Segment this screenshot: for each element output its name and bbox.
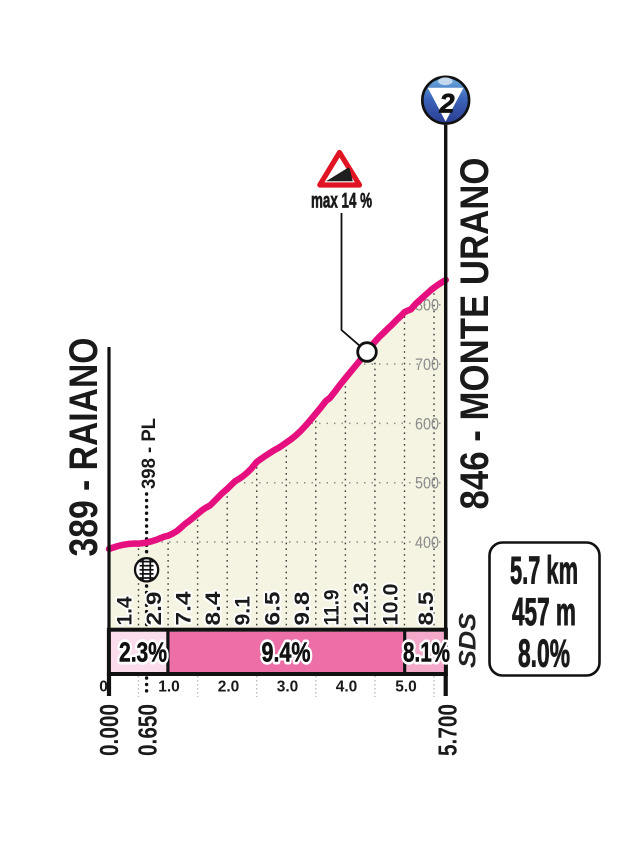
svg-text:600: 600 xyxy=(415,415,439,433)
svg-text:0.000: 0.000 xyxy=(94,704,124,756)
svg-text:0: 0 xyxy=(99,679,108,696)
svg-text:10.0: 10.0 xyxy=(380,584,403,626)
svg-text:12.3: 12.3 xyxy=(350,583,373,626)
svg-text:2.0: 2.0 xyxy=(218,679,240,696)
svg-text:500: 500 xyxy=(415,475,439,493)
svg-text:1.0: 1.0 xyxy=(158,679,180,696)
svg-text:8.4: 8.4 xyxy=(202,591,225,625)
svg-text:5.0: 5.0 xyxy=(395,679,417,696)
svg-text:5.700: 5.700 xyxy=(433,704,463,756)
svg-text:457 m: 457 m xyxy=(512,591,576,634)
svg-text:389 - RAIANO: 389 - RAIANO xyxy=(62,338,106,557)
svg-text:8.5: 8.5 xyxy=(415,591,438,625)
svg-text:9.4%: 9.4% xyxy=(262,637,311,668)
svg-text:11.9: 11.9 xyxy=(320,590,343,626)
svg-text:6.5: 6.5 xyxy=(261,591,284,625)
svg-text:0.650: 0.650 xyxy=(133,704,163,756)
svg-text:max 14 %: max 14 % xyxy=(311,189,372,213)
svg-text:5.7 km: 5.7 km xyxy=(510,550,578,593)
svg-text:8.0%: 8.0% xyxy=(518,633,570,676)
svg-text:7.4: 7.4 xyxy=(173,591,196,625)
svg-text:2.9: 2.9 xyxy=(143,592,166,626)
svg-text:400: 400 xyxy=(415,534,439,552)
svg-text:2.3%: 2.3% xyxy=(119,637,167,668)
svg-text:700: 700 xyxy=(415,356,439,374)
svg-text:2: 2 xyxy=(438,89,454,119)
svg-text:9.1: 9.1 xyxy=(232,596,255,626)
svg-text:3.0: 3.0 xyxy=(277,679,299,696)
svg-text:1.4: 1.4 xyxy=(114,596,137,625)
svg-text:9.8: 9.8 xyxy=(291,591,314,625)
svg-text:8.1%: 8.1% xyxy=(403,637,450,668)
svg-text:846 - MONTE URANO: 846 - MONTE URANO xyxy=(453,158,497,510)
svg-text:9.4%: 9.4% xyxy=(262,637,311,668)
svg-text:8.1%: 8.1% xyxy=(403,637,450,668)
svg-text:4.0: 4.0 xyxy=(336,679,358,696)
svg-text:398 - PL: 398 - PL xyxy=(139,418,160,489)
svg-text:2.3%: 2.3% xyxy=(119,637,167,668)
svg-text:SDS: SDS xyxy=(455,613,482,668)
